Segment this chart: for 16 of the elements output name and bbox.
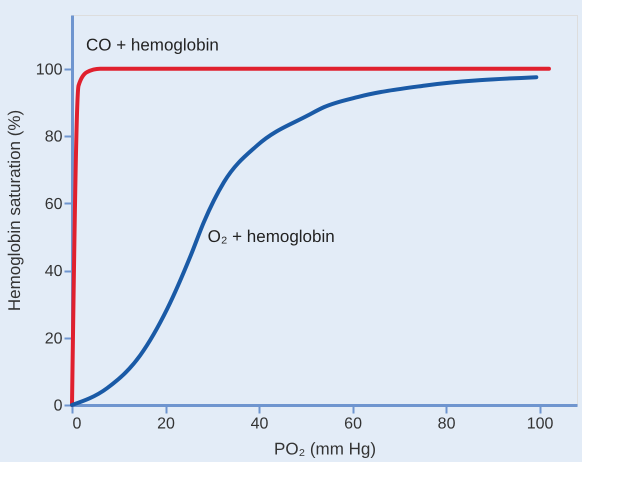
x-tick-label: 60 <box>344 416 362 432</box>
y-tick-label: 0 <box>54 398 63 414</box>
x-tick-label: 80 <box>438 416 456 432</box>
x-axis-title: PO₂ (mm Hg) <box>274 440 376 458</box>
y-tick-label: 100 <box>36 61 63 78</box>
series-label: CO + hemoglobin <box>86 35 219 54</box>
x-tick-label: 40 <box>250 416 269 432</box>
y-tick-label: 20 <box>44 330 63 348</box>
series-label: O₂ + hemoglobin <box>208 226 335 246</box>
x-tick-label: 100 <box>526 416 554 432</box>
x-tick-label: 0 <box>72 416 82 432</box>
y-tick-label: 80 <box>44 128 63 146</box>
x-tick-label: 20 <box>157 416 176 432</box>
y-tick-label: 60 <box>44 196 63 213</box>
y-axis-title: Hemoglobin saturation (%) <box>4 110 24 312</box>
y-tick-label: 40 <box>44 263 63 280</box>
